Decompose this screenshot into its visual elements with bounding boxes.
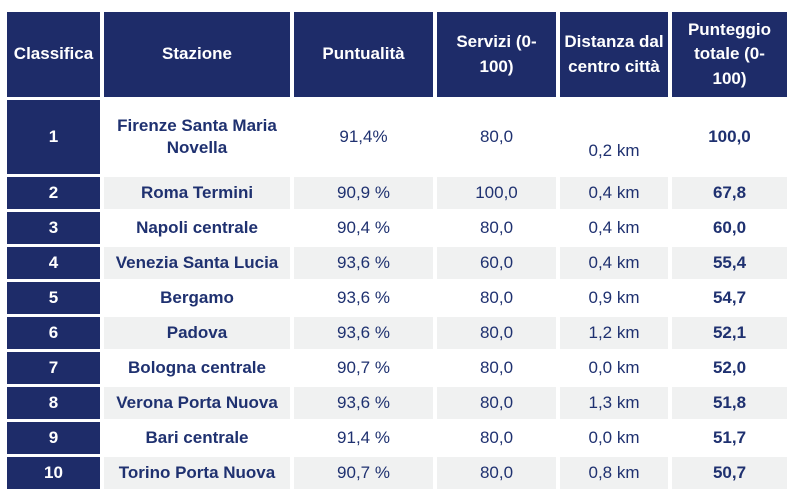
- distance-cell: 1,3 km: [560, 387, 668, 419]
- column-header-rank: Classifica: [7, 12, 100, 97]
- punctuality-cell: 91,4 %: [294, 422, 433, 454]
- punctuality-cell: 91,4%: [294, 100, 433, 174]
- table-row: 1 Firenze Santa Maria Novella 91,4% 80,0…: [7, 100, 787, 174]
- column-header-services: Servizi (0- 100): [437, 12, 556, 97]
- rank-cell: 5: [7, 282, 100, 314]
- table-row: 10 Torino Porta Nuova 90,7 % 80,0 0,8 km…: [7, 457, 787, 489]
- rank-cell: 2: [7, 177, 100, 209]
- punctuality-cell: 90,7 %: [294, 352, 433, 384]
- table-row: 6 Padova 93,6 % 80,0 1,2 km 52,1: [7, 317, 787, 349]
- distance-cell: 0,8 km: [560, 457, 668, 489]
- distance-cell: 0,0 km: [560, 352, 668, 384]
- distance-cell: 1,2 km: [560, 317, 668, 349]
- station-cell: Firenze Santa Maria Novella: [104, 100, 290, 174]
- punctuality-cell: 93,6 %: [294, 387, 433, 419]
- rank-cell: 4: [7, 247, 100, 279]
- table-row: 7 Bologna centrale 90,7 % 80,0 0,0 km 52…: [7, 352, 787, 384]
- station-cell: Bologna centrale: [104, 352, 290, 384]
- column-header-total: Punteggio totale (0- 100): [672, 12, 787, 97]
- table-row: 9 Bari centrale 91,4 % 80,0 0,0 km 51,7: [7, 422, 787, 454]
- punctuality-cell: 93,6 %: [294, 247, 433, 279]
- punctuality-cell: 90,7 %: [294, 457, 433, 489]
- total-score-cell: 67,8: [672, 177, 787, 209]
- station-cell: Torino Porta Nuova: [104, 457, 290, 489]
- rank-cell: 9: [7, 422, 100, 454]
- station-cell: Bergamo: [104, 282, 290, 314]
- station-cell: Roma Termini: [104, 177, 290, 209]
- services-cell: 80,0: [437, 100, 556, 174]
- distance-cell: 0,4 km: [560, 212, 668, 244]
- table-row: 3 Napoli centrale 90,4 % 80,0 0,4 km 60,…: [7, 212, 787, 244]
- column-header-punctuality: Puntualità: [294, 12, 433, 97]
- services-cell: 60,0: [437, 247, 556, 279]
- total-score-cell: 51,8: [672, 387, 787, 419]
- total-score-cell: 54,7: [672, 282, 787, 314]
- services-cell: 100,0: [437, 177, 556, 209]
- table-row: 8 Verona Porta Nuova 93,6 % 80,0 1,3 km …: [7, 387, 787, 419]
- distance-cell: 0,2 km: [560, 100, 668, 174]
- services-cell: 80,0: [437, 352, 556, 384]
- header-row: Classifica Stazione Puntualità Servizi (…: [7, 12, 787, 97]
- distance-cell: 0,9 km: [560, 282, 668, 314]
- punctuality-cell: 93,6 %: [294, 282, 433, 314]
- distance-cell: 0,4 km: [560, 247, 668, 279]
- total-score-cell: 50,7: [672, 457, 787, 489]
- punctuality-cell: 90,9 %: [294, 177, 433, 209]
- rank-cell: 10: [7, 457, 100, 489]
- total-score-cell: 55,4: [672, 247, 787, 279]
- services-cell: 80,0: [437, 212, 556, 244]
- table-row: 4 Venezia Santa Lucia 93,6 % 60,0 0,4 km…: [7, 247, 787, 279]
- station-cell: Napoli centrale: [104, 212, 290, 244]
- station-cell: Padova: [104, 317, 290, 349]
- column-header-station: Stazione: [104, 12, 290, 97]
- total-score-cell: 52,0: [672, 352, 787, 384]
- station-cell: Verona Porta Nuova: [104, 387, 290, 419]
- station-cell: Venezia Santa Lucia: [104, 247, 290, 279]
- rank-cell: 1: [7, 100, 100, 174]
- column-header-distance: Distanza dal centro città: [560, 12, 668, 97]
- distance-cell: 0,0 km: [560, 422, 668, 454]
- punctuality-cell: 93,6 %: [294, 317, 433, 349]
- services-cell: 80,0: [437, 387, 556, 419]
- rank-cell: 7: [7, 352, 100, 384]
- total-score-cell: 100,0: [672, 100, 787, 174]
- punctuality-cell: 90,4 %: [294, 212, 433, 244]
- rank-cell: 8: [7, 387, 100, 419]
- distance-cell: 0,4 km: [560, 177, 668, 209]
- total-score-cell: 51,7: [672, 422, 787, 454]
- station-cell: Bari centrale: [104, 422, 290, 454]
- table-row: 5 Bergamo 93,6 % 80,0 0,9 km 54,7: [7, 282, 787, 314]
- rank-cell: 6: [7, 317, 100, 349]
- total-score-cell: 52,1: [672, 317, 787, 349]
- station-ranking-table: Classifica Stazione Puntualità Servizi (…: [3, 9, 791, 492]
- table-row: 2 Roma Termini 90,9 % 100,0 0,4 km 67,8: [7, 177, 787, 209]
- services-cell: 80,0: [437, 317, 556, 349]
- services-cell: 80,0: [437, 282, 556, 314]
- services-cell: 80,0: [437, 457, 556, 489]
- total-score-cell: 60,0: [672, 212, 787, 244]
- rank-cell: 3: [7, 212, 100, 244]
- services-cell: 80,0: [437, 422, 556, 454]
